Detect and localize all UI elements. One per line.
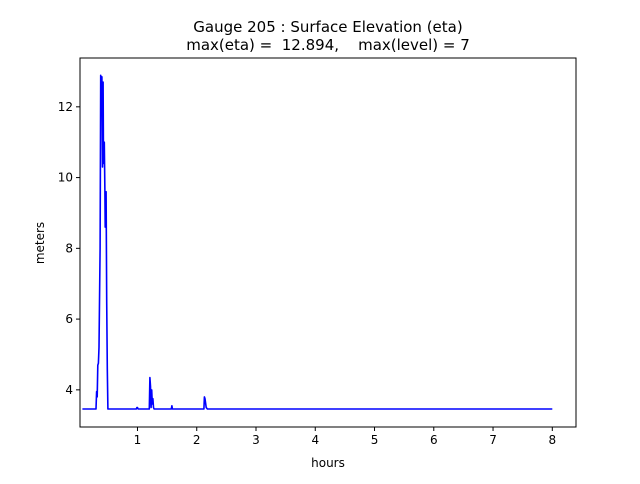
x-axis: 1 2 3 4 5 6 7 8: [134, 427, 556, 447]
y-tick-label: 6: [65, 312, 73, 326]
x-tick-label: 7: [489, 433, 497, 447]
plot-area: [82, 74, 553, 410]
y-axis-label: meters: [33, 222, 47, 264]
y-tick-label: 10: [58, 171, 73, 185]
y-axis: 4 6 8 10 12: [58, 100, 80, 397]
x-tick-label: 2: [193, 433, 201, 447]
y-tick-label: 4: [65, 383, 73, 397]
chart-title: Gauge 205 : Surface Elevation (eta): [193, 18, 462, 36]
axes-frame: [79, 57, 577, 428]
x-tick-label: 8: [548, 433, 556, 447]
x-tick-label: 5: [371, 433, 379, 447]
y-tick-label: 8: [65, 241, 73, 255]
x-axis-label: hours: [311, 456, 345, 470]
x-tick-label: 1: [134, 433, 142, 447]
chart-subtitle: max(eta) = 12.894, max(level) = 7: [186, 36, 470, 54]
x-tick-label: 3: [252, 433, 260, 447]
series-line-eta: [82, 74, 553, 410]
x-tick-label: 6: [430, 433, 438, 447]
y-tick-label: 12: [58, 100, 73, 114]
x-tick-label: 4: [311, 433, 319, 447]
